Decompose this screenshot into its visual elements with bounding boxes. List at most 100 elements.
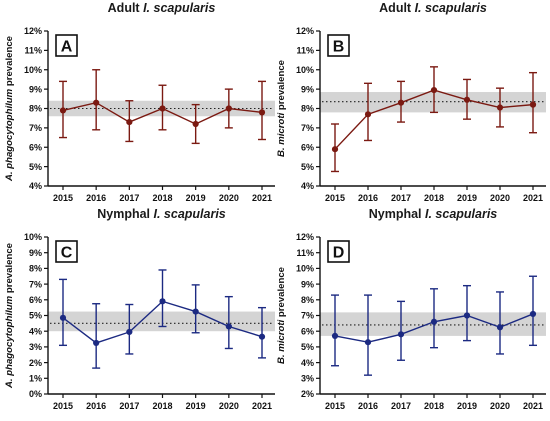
data-point bbox=[93, 99, 100, 106]
data-point bbox=[397, 331, 405, 338]
data-point bbox=[496, 324, 504, 331]
y-tick-label: 1% bbox=[29, 374, 42, 384]
x-tick-label: 2019 bbox=[457, 401, 477, 411]
y-axis-label-suffix: prevalence bbox=[4, 243, 15, 296]
data-point bbox=[192, 308, 199, 315]
panel-b: Adult I. scapularis 4% 5% 6% 7% 8% 9% 10% 11% 12%… bbox=[276, 1, 546, 203]
x-tick-label: 2020 bbox=[219, 401, 239, 411]
y-tick-label: 4% bbox=[29, 181, 42, 191]
panel-title: Nymphal I. scapularis bbox=[97, 207, 226, 221]
y-tick-label: 9% bbox=[301, 84, 314, 94]
y-axis-label: A. phagocytophilum prevalence bbox=[4, 36, 15, 182]
x-tick-label: 2016 bbox=[86, 401, 106, 411]
y-tick-label: 10% bbox=[296, 264, 314, 274]
data-point bbox=[258, 109, 266, 116]
y-axis-label: A. phagocytophilum prevalence bbox=[4, 243, 15, 389]
y-tick-label: 4% bbox=[301, 358, 314, 368]
y-tick-label: 7% bbox=[29, 279, 42, 289]
x-tick-label: 2015 bbox=[325, 193, 345, 203]
y-axis-label: B. microti prevalence bbox=[276, 267, 287, 364]
y-tick-label: 5% bbox=[29, 311, 42, 321]
y-axis-label-suffix: prevalence bbox=[4, 36, 15, 89]
y-tick-label: 11% bbox=[296, 248, 314, 258]
data-point bbox=[225, 105, 232, 112]
x-tick-label: 2016 bbox=[86, 193, 106, 203]
x-tick-label: 2020 bbox=[219, 193, 239, 203]
x-tick-label: 2021 bbox=[523, 401, 543, 411]
y-axis-label-pathogen: B. microti bbox=[276, 112, 287, 157]
panel-title-prefix: Adult bbox=[379, 1, 414, 15]
y-tick-label: 5% bbox=[29, 162, 42, 172]
y-tick-label: 8% bbox=[29, 104, 42, 114]
panel-a: Adult I. scapularis 4% 5% 6% 7% 8% 9% 10% 11% 12%… bbox=[4, 1, 275, 203]
data-point bbox=[430, 86, 438, 94]
panel-title-prefix: Nymphal bbox=[369, 207, 425, 221]
x-tick-label: 2019 bbox=[457, 193, 477, 203]
data-point bbox=[59, 107, 67, 114]
data-point bbox=[93, 339, 100, 347]
panel-title-species: I. scapularis bbox=[143, 1, 215, 15]
x-tick-label: 2016 bbox=[358, 193, 378, 203]
data-point bbox=[397, 99, 405, 106]
panel-letter-box bbox=[327, 240, 350, 263]
y-tick-label: 12% bbox=[296, 26, 314, 36]
y-tick-label: 6% bbox=[301, 142, 314, 152]
x-tick-label: 2015 bbox=[53, 193, 73, 203]
data-point bbox=[225, 323, 232, 330]
data-point bbox=[159, 105, 166, 112]
panel-title-species: I. scapularis bbox=[154, 207, 226, 221]
data-point bbox=[364, 339, 372, 346]
pooled-ci-band bbox=[320, 92, 546, 113]
x-tick-label: 2020 bbox=[490, 401, 510, 411]
x-tick-label: 2018 bbox=[424, 193, 444, 203]
data-point bbox=[258, 333, 266, 340]
x-tick-label: 2017 bbox=[119, 193, 139, 203]
y-tick-label: 6% bbox=[29, 295, 42, 305]
x-tick-label: 2017 bbox=[119, 401, 139, 411]
y-tick-label: 8% bbox=[29, 264, 42, 274]
data-point bbox=[192, 120, 199, 128]
x-tick-label: 2017 bbox=[391, 401, 411, 411]
x-tick-label: 2020 bbox=[490, 193, 510, 203]
panel-title-prefix: Nymphal bbox=[97, 207, 153, 221]
panel-title-species: I. scapularis bbox=[415, 1, 487, 15]
data-point bbox=[331, 332, 339, 340]
y-tick-label: 8% bbox=[301, 104, 314, 114]
y-tick-label: 11% bbox=[296, 46, 314, 56]
data-point bbox=[331, 146, 339, 153]
y-tick-label: 6% bbox=[29, 142, 42, 152]
data-point bbox=[430, 318, 438, 325]
x-tick-label: 2018 bbox=[152, 193, 172, 203]
data-point bbox=[59, 314, 67, 321]
y-tick-label: 12% bbox=[24, 26, 42, 36]
y-axis-label-pathogen: A. phagocytophilum bbox=[4, 88, 15, 182]
y-tick-label: 6% bbox=[301, 326, 314, 336]
panel-title-species: I. scapularis bbox=[425, 207, 497, 221]
y-tick-label: 11% bbox=[24, 46, 42, 56]
x-tick-label: 2021 bbox=[252, 401, 272, 411]
y-axis-label-pathogen: A. phagocytophilum bbox=[4, 295, 15, 389]
x-tick-label: 2015 bbox=[53, 401, 73, 411]
data-point bbox=[463, 312, 471, 319]
panel-letter-box bbox=[55, 34, 78, 57]
data-point bbox=[364, 111, 372, 118]
data-point bbox=[529, 310, 537, 318]
panel-title-prefix: Adult bbox=[108, 1, 143, 15]
panel-letter-box bbox=[55, 240, 78, 263]
panel-title: Adult I. scapularis bbox=[379, 1, 487, 15]
y-tick-label: 8% bbox=[301, 295, 314, 305]
y-tick-label: 4% bbox=[301, 181, 314, 191]
x-tick-label: 2018 bbox=[424, 401, 444, 411]
y-tick-label: 7% bbox=[301, 123, 314, 133]
y-tick-label: 0% bbox=[29, 389, 42, 399]
panel-letter: D bbox=[333, 245, 345, 262]
panel-letter: B bbox=[333, 39, 345, 56]
panel-title: Nymphal I. scapularis bbox=[369, 207, 498, 221]
panel-letter-box bbox=[327, 34, 350, 57]
x-tick-label: 2017 bbox=[391, 193, 411, 203]
panel-c: Nymphal I. scapularis 0% 1% 2% 3% 4% 5% 6% 7% 8% 9… bbox=[4, 207, 275, 411]
y-tick-label: 7% bbox=[29, 123, 42, 133]
y-tick-label: 9% bbox=[29, 84, 42, 94]
y-tick-label: 4% bbox=[29, 326, 42, 336]
